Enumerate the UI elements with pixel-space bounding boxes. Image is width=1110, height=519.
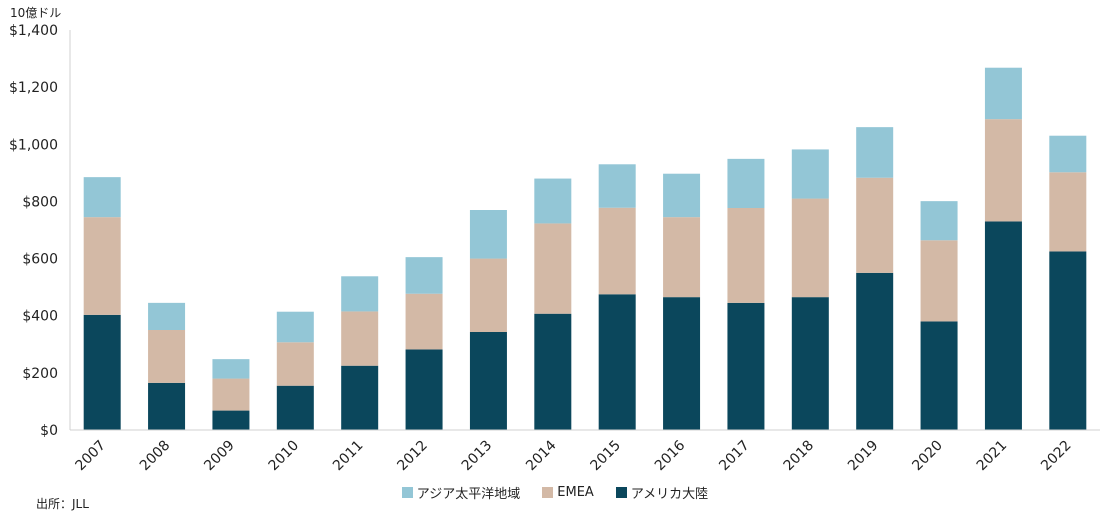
x-tick-label: 2018	[781, 438, 818, 475]
bar-segment-2015-emea	[598, 207, 636, 295]
bar-segment-2011-americas	[341, 365, 379, 430]
bar-segment-2010-emea	[276, 342, 314, 386]
bar-segment-2022-americas	[1049, 251, 1087, 430]
bar-segment-2021-americas	[984, 221, 1022, 430]
y-axis-unit-label: 10億ドル	[10, 6, 62, 20]
bar-segment-2016-emea	[663, 217, 701, 298]
bar-segment-2021-asia-pacific	[984, 67, 1022, 120]
legend-swatch	[615, 487, 627, 498]
bar-segment-2011-emea	[341, 311, 379, 366]
bar-segment-2018-emea	[791, 198, 829, 298]
bar-segment-2009-emea	[212, 378, 250, 411]
bar-segment-2014-americas	[534, 313, 572, 430]
x-tick-label: 2007	[73, 438, 110, 475]
legend-label: アメリカ大陸	[630, 487, 709, 502]
x-tick-label: 2013	[459, 438, 496, 475]
y-tick-label: $1,000	[9, 137, 58, 153]
bar-segment-2018-americas	[791, 297, 829, 430]
y-tick-label: $600	[22, 252, 58, 268]
source-note: 出所：JLL	[36, 497, 89, 511]
bar-segment-2007-americas	[83, 314, 121, 430]
bar-segment-2020-asia-pacific	[920, 201, 958, 241]
legend: アジア太平洋地域 EMEA アメリカ大陸	[0, 483, 1110, 502]
x-tick-label: 2011	[330, 438, 367, 475]
bar-segment-2016-americas	[663, 297, 701, 430]
x-axis: 2007 2008 2009 2010 2011 2012 2013 2014 2015 2016…	[70, 429, 1100, 475]
x-tick-label: 2015	[588, 438, 625, 475]
bar-segment-2010-asia-pacific	[276, 311, 314, 343]
bar-segment-2012-americas	[405, 349, 443, 430]
bar-segment-2008-asia-pacific	[148, 302, 186, 330]
bar-segment-2007-asia-pacific	[83, 177, 121, 218]
legend-item: アメリカ大陸	[615, 483, 709, 502]
bar-segment-2019-americas	[856, 272, 894, 430]
bar-segment-2014-emea	[534, 223, 572, 314]
y-tick-label: $0	[40, 423, 58, 439]
bar-segment-2018-asia-pacific	[791, 149, 829, 199]
bar-segment-2017-americas	[727, 302, 765, 430]
bar-segment-2021-emea	[984, 119, 1022, 222]
x-tick-label: 2022	[1038, 438, 1075, 475]
bar-segment-2010-americas	[276, 385, 314, 430]
bar-segment-2013-americas	[469, 332, 507, 430]
y-tick-label: $1,400	[9, 23, 58, 39]
legend-item: EMEA	[542, 483, 594, 502]
bar-segment-2009-asia-pacific	[212, 359, 250, 379]
bar-segment-2013-asia-pacific	[469, 210, 507, 259]
y-tick-label: $400	[22, 309, 58, 325]
bar-segment-2007-emea	[83, 217, 121, 315]
bar-segment-2011-asia-pacific	[341, 276, 379, 312]
x-tick-label: 2019	[845, 438, 882, 475]
bar-segment-2016-asia-pacific	[663, 173, 701, 218]
y-tick-label: $1,200	[9, 80, 58, 96]
bar-segment-2012-emea	[405, 293, 443, 350]
bar-segment-2020-emea	[920, 240, 958, 322]
stacked-bar-chart: $0 $200 $400 $600 $800 $1,000 $1,200 $1,400 200…	[9, 23, 1100, 475]
legend-label: EMEA	[557, 485, 594, 500]
x-tick-label: 2010	[266, 438, 303, 475]
legend-swatch	[542, 487, 554, 498]
bar-segment-2013-emea	[469, 258, 507, 332]
bars-group	[83, 67, 1087, 430]
x-tick-label: 2017	[716, 438, 753, 475]
bar-segment-2019-emea	[856, 177, 894, 273]
bar-segment-2022-asia-pacific	[1049, 135, 1087, 173]
x-tick-label: 2014	[523, 437, 560, 474]
legend-swatch	[401, 487, 413, 498]
bar-segment-2015-americas	[598, 294, 636, 430]
y-axis: $0 $200 $400 $600 $800 $1,000 $1,200 $1,400	[9, 23, 71, 439]
x-tick-label: 2008	[137, 438, 174, 475]
x-tick-label: 2009	[201, 438, 238, 475]
bar-segment-2015-asia-pacific	[598, 164, 636, 208]
legend-item: アジア太平洋地域	[401, 483, 521, 502]
bar-segment-2017-asia-pacific	[727, 158, 765, 208]
bar-segment-2017-emea	[727, 208, 765, 303]
bar-segment-2012-asia-pacific	[405, 257, 443, 294]
y-tick-label: $200	[22, 366, 58, 382]
bar-segment-2009-americas	[212, 410, 250, 430]
bar-segment-2008-americas	[148, 382, 186, 430]
y-tick-label: $800	[22, 194, 58, 210]
bar-segment-2008-emea	[148, 330, 186, 383]
x-tick-label: 2021	[974, 438, 1011, 475]
bar-segment-2019-asia-pacific	[856, 127, 894, 178]
bar-segment-2022-emea	[1049, 172, 1087, 252]
x-tick-label: 2016	[652, 437, 689, 474]
x-tick-label: 2012	[394, 438, 431, 475]
x-tick-label: 2020	[909, 438, 946, 475]
bar-segment-2020-americas	[920, 321, 958, 430]
bar-segment-2014-asia-pacific	[534, 178, 572, 224]
legend-label: アジア太平洋地域	[416, 487, 521, 502]
